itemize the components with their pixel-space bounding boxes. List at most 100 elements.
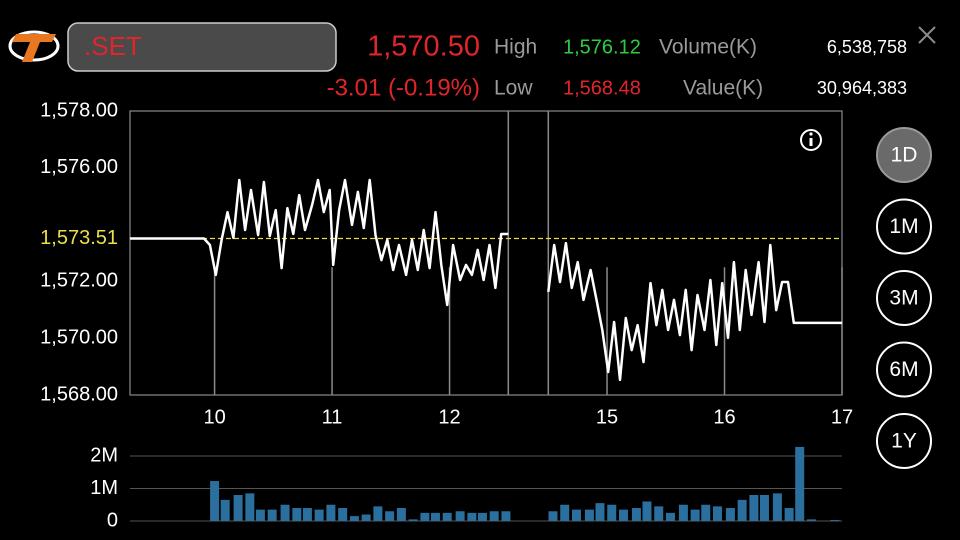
period-label[interactable]: 1Y (891, 430, 917, 453)
volume-bar (571, 509, 581, 521)
y-tick-label: 1M (90, 477, 118, 499)
volume-bar (772, 493, 782, 521)
volume-bar (302, 508, 312, 521)
y-tick-label: 2M (90, 444, 118, 466)
volume-bar (607, 504, 617, 521)
value-label: Value(K) (683, 77, 763, 100)
volume-label: Volume(K) (659, 36, 757, 59)
volume-bar (396, 508, 406, 521)
volume-bar (784, 508, 794, 521)
volume-bar (361, 514, 371, 521)
y-tick-label: 1,572.00 (40, 270, 118, 292)
x-tick-label: 16 (713, 406, 735, 428)
volume-bar (489, 511, 499, 521)
volume-bar (806, 519, 816, 521)
symbol[interactable]: .SET (84, 31, 142, 61)
low-label: Low (494, 77, 533, 100)
volume-bar (759, 495, 769, 521)
volume-bar (349, 516, 359, 521)
y-tick-label: 1,568.00 (40, 383, 118, 405)
volume-bar (795, 446, 805, 521)
volume-bar (654, 506, 664, 521)
volume-bar (690, 509, 700, 521)
volume-bar (255, 509, 265, 521)
x-tick-label: 12 (438, 406, 460, 428)
period-button[interactable] (876, 198, 932, 255)
volume-bar (326, 504, 336, 521)
x-tick-label: 10 (203, 406, 225, 428)
high-label: High (494, 36, 537, 59)
x-tick-label: 17 (831, 406, 853, 428)
volume-bar (233, 495, 243, 521)
symbol-box[interactable] (67, 22, 337, 72)
period-label[interactable]: 1M (889, 215, 918, 238)
volume-bar (455, 511, 465, 521)
period-label[interactable]: 1D (891, 144, 918, 167)
volume-bar (642, 501, 652, 521)
reference-label: 1,573.51 (40, 227, 118, 249)
close-stroke[interactable] (918, 26, 936, 44)
plot-frame (129, 110, 843, 396)
info-circle[interactable] (800, 129, 822, 151)
volume-bar (292, 508, 302, 521)
x-tick-label: 15 (596, 406, 618, 428)
y-tick-label: 1,570.00 (40, 326, 118, 348)
volume-bar (595, 503, 605, 521)
volume-bar (280, 504, 290, 521)
period-button[interactable] (876, 413, 932, 469)
volume-bar (737, 499, 747, 521)
logo-ring (8, 30, 60, 62)
volume-bar (220, 499, 230, 521)
volume-bar (830, 520, 840, 521)
volume-value: 6,538,758 (827, 37, 907, 57)
volume-bar (373, 506, 383, 521)
volume-bar (467, 512, 477, 521)
y-tick-label: 1,578.00 (40, 99, 118, 121)
volume-bar (725, 508, 735, 521)
volume-bar (314, 509, 324, 521)
y-tick-label: 1,576.00 (40, 156, 118, 178)
volume-bar (560, 504, 570, 521)
info-stem[interactable] (809, 138, 813, 146)
high-value: 1,576.12 (563, 36, 641, 58)
price-change: -3.01 (-0.19%) (327, 74, 480, 101)
volume-bar (442, 512, 452, 521)
volume-bar (267, 509, 277, 521)
volume-bar (584, 509, 594, 521)
volume-bar (665, 512, 675, 521)
volume-bar (548, 511, 558, 521)
volume-bar (338, 508, 348, 521)
volume-bar (385, 511, 395, 521)
period-button[interactable] (876, 341, 932, 398)
volume-bar (749, 495, 759, 521)
price-line (130, 178, 842, 382)
period-label[interactable]: 6M (889, 358, 918, 381)
low-value: 1,568.48 (563, 77, 641, 99)
x-tick-label: 11 (322, 406, 343, 428)
close-button[interactable] (918, 26, 936, 44)
volume-bar (420, 512, 430, 521)
logo (8, 30, 60, 62)
volume-bar (408, 519, 418, 521)
period-buttons: 1D 1M 3M 6M 1Y (876, 127, 932, 469)
volume-bar (430, 512, 440, 521)
value-value: 30,964,383 (817, 78, 907, 98)
plot-area: 1,568.00 1,570.00 1,572.00 1,576.00 1,578.00… (40, 99, 853, 531)
volume-bar (712, 506, 722, 521)
period-label[interactable]: 3M (889, 287, 918, 310)
period-button[interactable] (876, 127, 932, 183)
volume-bar (631, 508, 641, 521)
period-button[interactable] (876, 270, 932, 326)
logo-mark (12, 34, 56, 62)
info-button[interactable] (800, 129, 822, 151)
volume-bar (678, 504, 688, 521)
volume-bar (210, 481, 220, 521)
volume-bar (245, 493, 255, 521)
volume-bar (501, 511, 511, 521)
volume-bar (618, 509, 628, 521)
info-dot[interactable] (809, 132, 813, 136)
y-tick-label: 0 (107, 509, 118, 531)
last-price: 1,570.50 (367, 31, 480, 63)
